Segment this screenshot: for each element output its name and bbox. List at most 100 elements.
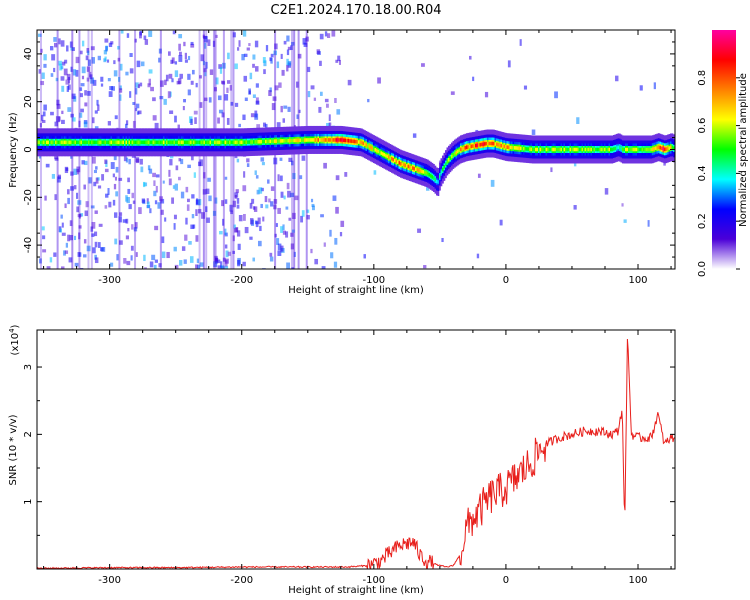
ridge-cell [173, 140, 176, 145]
noise-cell [97, 242, 101, 248]
noise-cell [53, 37, 57, 42]
ridge-cell [632, 147, 635, 152]
noise-cell [290, 45, 293, 51]
noise-cell [114, 115, 118, 120]
ridge-cell [259, 139, 261, 144]
noise-cell [39, 258, 42, 264]
noise-cell [248, 90, 251, 94]
ridge-cell [416, 167, 419, 172]
noise-cell [84, 90, 87, 96]
noise-cell [257, 240, 262, 247]
noise-cell [269, 252, 273, 257]
noise-cell [132, 101, 136, 106]
noise-cell [209, 69, 214, 75]
noise-cell [287, 46, 291, 51]
noise-cell [278, 82, 282, 88]
noise-cell [253, 206, 258, 212]
ridge-cell [512, 145, 515, 150]
snr-y-scale-prefix: (x10 [10, 333, 21, 356]
noise-cell [519, 39, 522, 46]
snr-y-scale-exponent: 4 [8, 328, 16, 333]
ridge-cell [458, 148, 461, 153]
x-tick-label: -300 [98, 275, 121, 286]
noise-cell [190, 80, 194, 85]
noise-cell [64, 59, 68, 64]
ridge-cell [566, 147, 569, 152]
noise-cell [226, 117, 230, 125]
ridge-cell [659, 145, 662, 150]
noise-cell [224, 94, 229, 101]
ridge-cell [590, 147, 593, 152]
noise-cell [164, 79, 167, 86]
ridge-cell [620, 146, 623, 151]
noise-cell [181, 246, 186, 251]
ridge-cell [157, 140, 159, 145]
noise-cell [291, 41, 295, 46]
colorbar-gradient [712, 30, 736, 269]
noise-cell [290, 192, 295, 198]
noise-cell [78, 120, 81, 128]
noise-cell [54, 42, 58, 48]
ridge-cell [415, 167, 417, 171]
ridge-cell [44, 140, 47, 145]
noise-cell [125, 120, 129, 126]
noise-cell [119, 88, 123, 93]
noise-cell [377, 77, 381, 84]
noise-cell [244, 226, 249, 234]
noise-cell [175, 165, 179, 171]
noise-cell [55, 77, 59, 82]
noise-cell [273, 199, 278, 204]
noise-cell [260, 157, 265, 162]
noise-cell [234, 102, 239, 107]
ridge-cell [209, 140, 212, 145]
ridge-cell [520, 146, 522, 151]
colorbar-tick-label: 0.2 [697, 213, 708, 229]
noise-cell [165, 74, 169, 82]
ridge-cell [320, 138, 323, 142]
noise-cell [238, 123, 241, 128]
noise-cell [60, 76, 65, 81]
noise-cell [60, 214, 63, 219]
noise-cell [187, 164, 191, 169]
noise-cell [73, 235, 77, 241]
ridge-cell [673, 146, 675, 151]
snr-series-line [37, 338, 675, 569]
noise-cell [282, 118, 286, 123]
ridge-cell [604, 147, 606, 152]
noise-cell [63, 250, 66, 256]
ridge-cell [109, 140, 111, 145]
ridge-cell [385, 153, 387, 158]
ridge-cell [530, 147, 533, 152]
noise-cell [220, 265, 225, 269]
noise-cell [118, 216, 122, 223]
noise-cell [191, 194, 195, 199]
ridge-cell [256, 140, 258, 144]
noise-cell [118, 240, 123, 245]
noise-cell [126, 33, 130, 38]
ridge-cell [509, 145, 512, 150]
noise-cell [114, 176, 118, 181]
ridge-cell [431, 175, 434, 179]
ridge-cell [586, 147, 588, 152]
ridge-cell [653, 146, 656, 151]
x-tick-label: -100 [362, 275, 385, 286]
ridge-cell [76, 140, 78, 145]
noise-cell [177, 78, 182, 84]
noise-cell [81, 66, 86, 74]
ridge-cell [332, 138, 335, 142]
noise-cell [173, 223, 176, 230]
noise-cell [66, 45, 69, 52]
noise-cell [136, 60, 141, 68]
noise-cell [263, 60, 267, 67]
noise-cell [219, 230, 223, 235]
ridge-cell [188, 140, 191, 145]
noise-cell [423, 265, 427, 269]
ridge-cell [347, 138, 350, 143]
noise-cell [54, 157, 59, 161]
noise-cell [91, 156, 96, 164]
noise-cell [441, 237, 444, 243]
ridge-cell [661, 146, 663, 151]
noise-cell [139, 158, 143, 165]
ridge-cell [112, 140, 114, 145]
